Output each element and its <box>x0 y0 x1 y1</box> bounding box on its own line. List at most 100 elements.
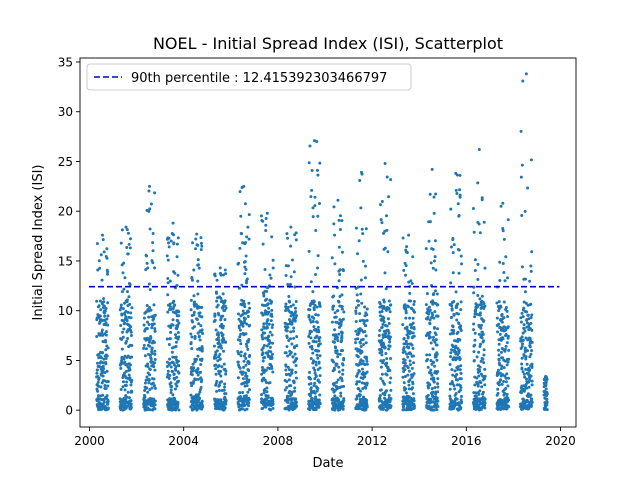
data-point <box>456 202 460 206</box>
data-point <box>384 287 388 291</box>
data-point <box>363 276 367 280</box>
data-point <box>101 238 105 242</box>
data-point <box>294 238 298 242</box>
data-point <box>106 314 110 318</box>
data-point <box>289 337 293 341</box>
data-point <box>294 310 298 314</box>
data-point <box>153 313 157 317</box>
data-point <box>200 315 204 319</box>
data-point <box>268 273 272 277</box>
data-point <box>248 306 252 310</box>
data-point <box>194 357 198 361</box>
data-point <box>151 381 155 385</box>
data-point <box>450 308 454 312</box>
data-point <box>455 305 459 309</box>
data-point <box>388 381 392 385</box>
data-point <box>129 325 133 329</box>
data-point <box>336 378 340 382</box>
data-point <box>458 188 462 192</box>
data-point <box>521 338 525 342</box>
data-point <box>482 361 486 365</box>
data-point <box>354 341 358 345</box>
data-point <box>200 399 204 403</box>
data-point <box>270 356 274 360</box>
data-point <box>241 309 245 313</box>
data-point <box>451 331 455 335</box>
data-point <box>436 385 440 389</box>
data-point <box>404 391 408 395</box>
data-point <box>451 373 455 377</box>
data-point <box>529 316 533 320</box>
data-point <box>451 236 455 240</box>
data-point <box>269 312 273 316</box>
data-point <box>101 374 105 378</box>
data-point <box>201 331 205 335</box>
data-point <box>244 268 248 271</box>
data-point <box>503 374 507 378</box>
data-point <box>402 268 406 272</box>
data-point <box>480 330 484 334</box>
data-point <box>404 264 408 268</box>
data-point <box>126 376 130 380</box>
data-point <box>403 261 407 265</box>
data-point <box>524 336 528 340</box>
data-point <box>408 363 412 367</box>
data-point <box>333 337 337 341</box>
data-point <box>129 316 133 320</box>
data-point <box>293 285 297 289</box>
data-point <box>125 246 129 249</box>
data-point <box>242 359 246 363</box>
data-point <box>387 393 391 397</box>
data-point <box>264 297 268 301</box>
data-point <box>507 405 511 409</box>
data-point <box>407 369 411 373</box>
data-point <box>289 314 293 318</box>
data-point <box>217 388 221 392</box>
data-point <box>119 366 123 370</box>
data-point <box>215 299 219 303</box>
data-point <box>363 264 367 268</box>
data-point <box>506 218 510 222</box>
data-point <box>504 305 508 309</box>
data-point <box>496 330 500 334</box>
data-point <box>266 395 270 399</box>
data-point <box>336 198 340 202</box>
data-point <box>434 338 438 342</box>
data-point <box>316 173 320 177</box>
data-point <box>214 356 218 360</box>
data-point <box>238 338 242 342</box>
data-point <box>169 365 173 369</box>
data-point <box>217 372 221 376</box>
data-point <box>261 313 265 317</box>
data-point <box>103 314 107 318</box>
data-point <box>222 362 226 366</box>
data-point <box>221 340 225 344</box>
data-point <box>379 377 383 381</box>
data-point <box>118 308 122 312</box>
data-point <box>245 384 249 388</box>
data-point <box>311 361 315 365</box>
data-point <box>101 364 105 368</box>
data-point <box>388 344 392 348</box>
data-point <box>120 337 124 341</box>
data-point <box>126 231 130 235</box>
data-point <box>128 246 132 250</box>
data-point <box>213 274 217 278</box>
data-point <box>404 307 408 311</box>
data-point <box>99 253 103 257</box>
data-point <box>455 397 459 401</box>
data-point <box>364 407 368 411</box>
data-point <box>425 292 429 296</box>
data-point <box>100 330 104 334</box>
data-point <box>483 406 487 410</box>
data-point <box>456 365 460 369</box>
data-point <box>457 214 461 218</box>
data-point <box>431 338 435 342</box>
data-point <box>495 301 499 305</box>
data-point <box>104 321 108 325</box>
data-point <box>335 380 339 384</box>
data-point <box>402 346 406 350</box>
data-point <box>223 382 227 386</box>
data-point <box>474 394 478 398</box>
data-point <box>267 322 271 326</box>
